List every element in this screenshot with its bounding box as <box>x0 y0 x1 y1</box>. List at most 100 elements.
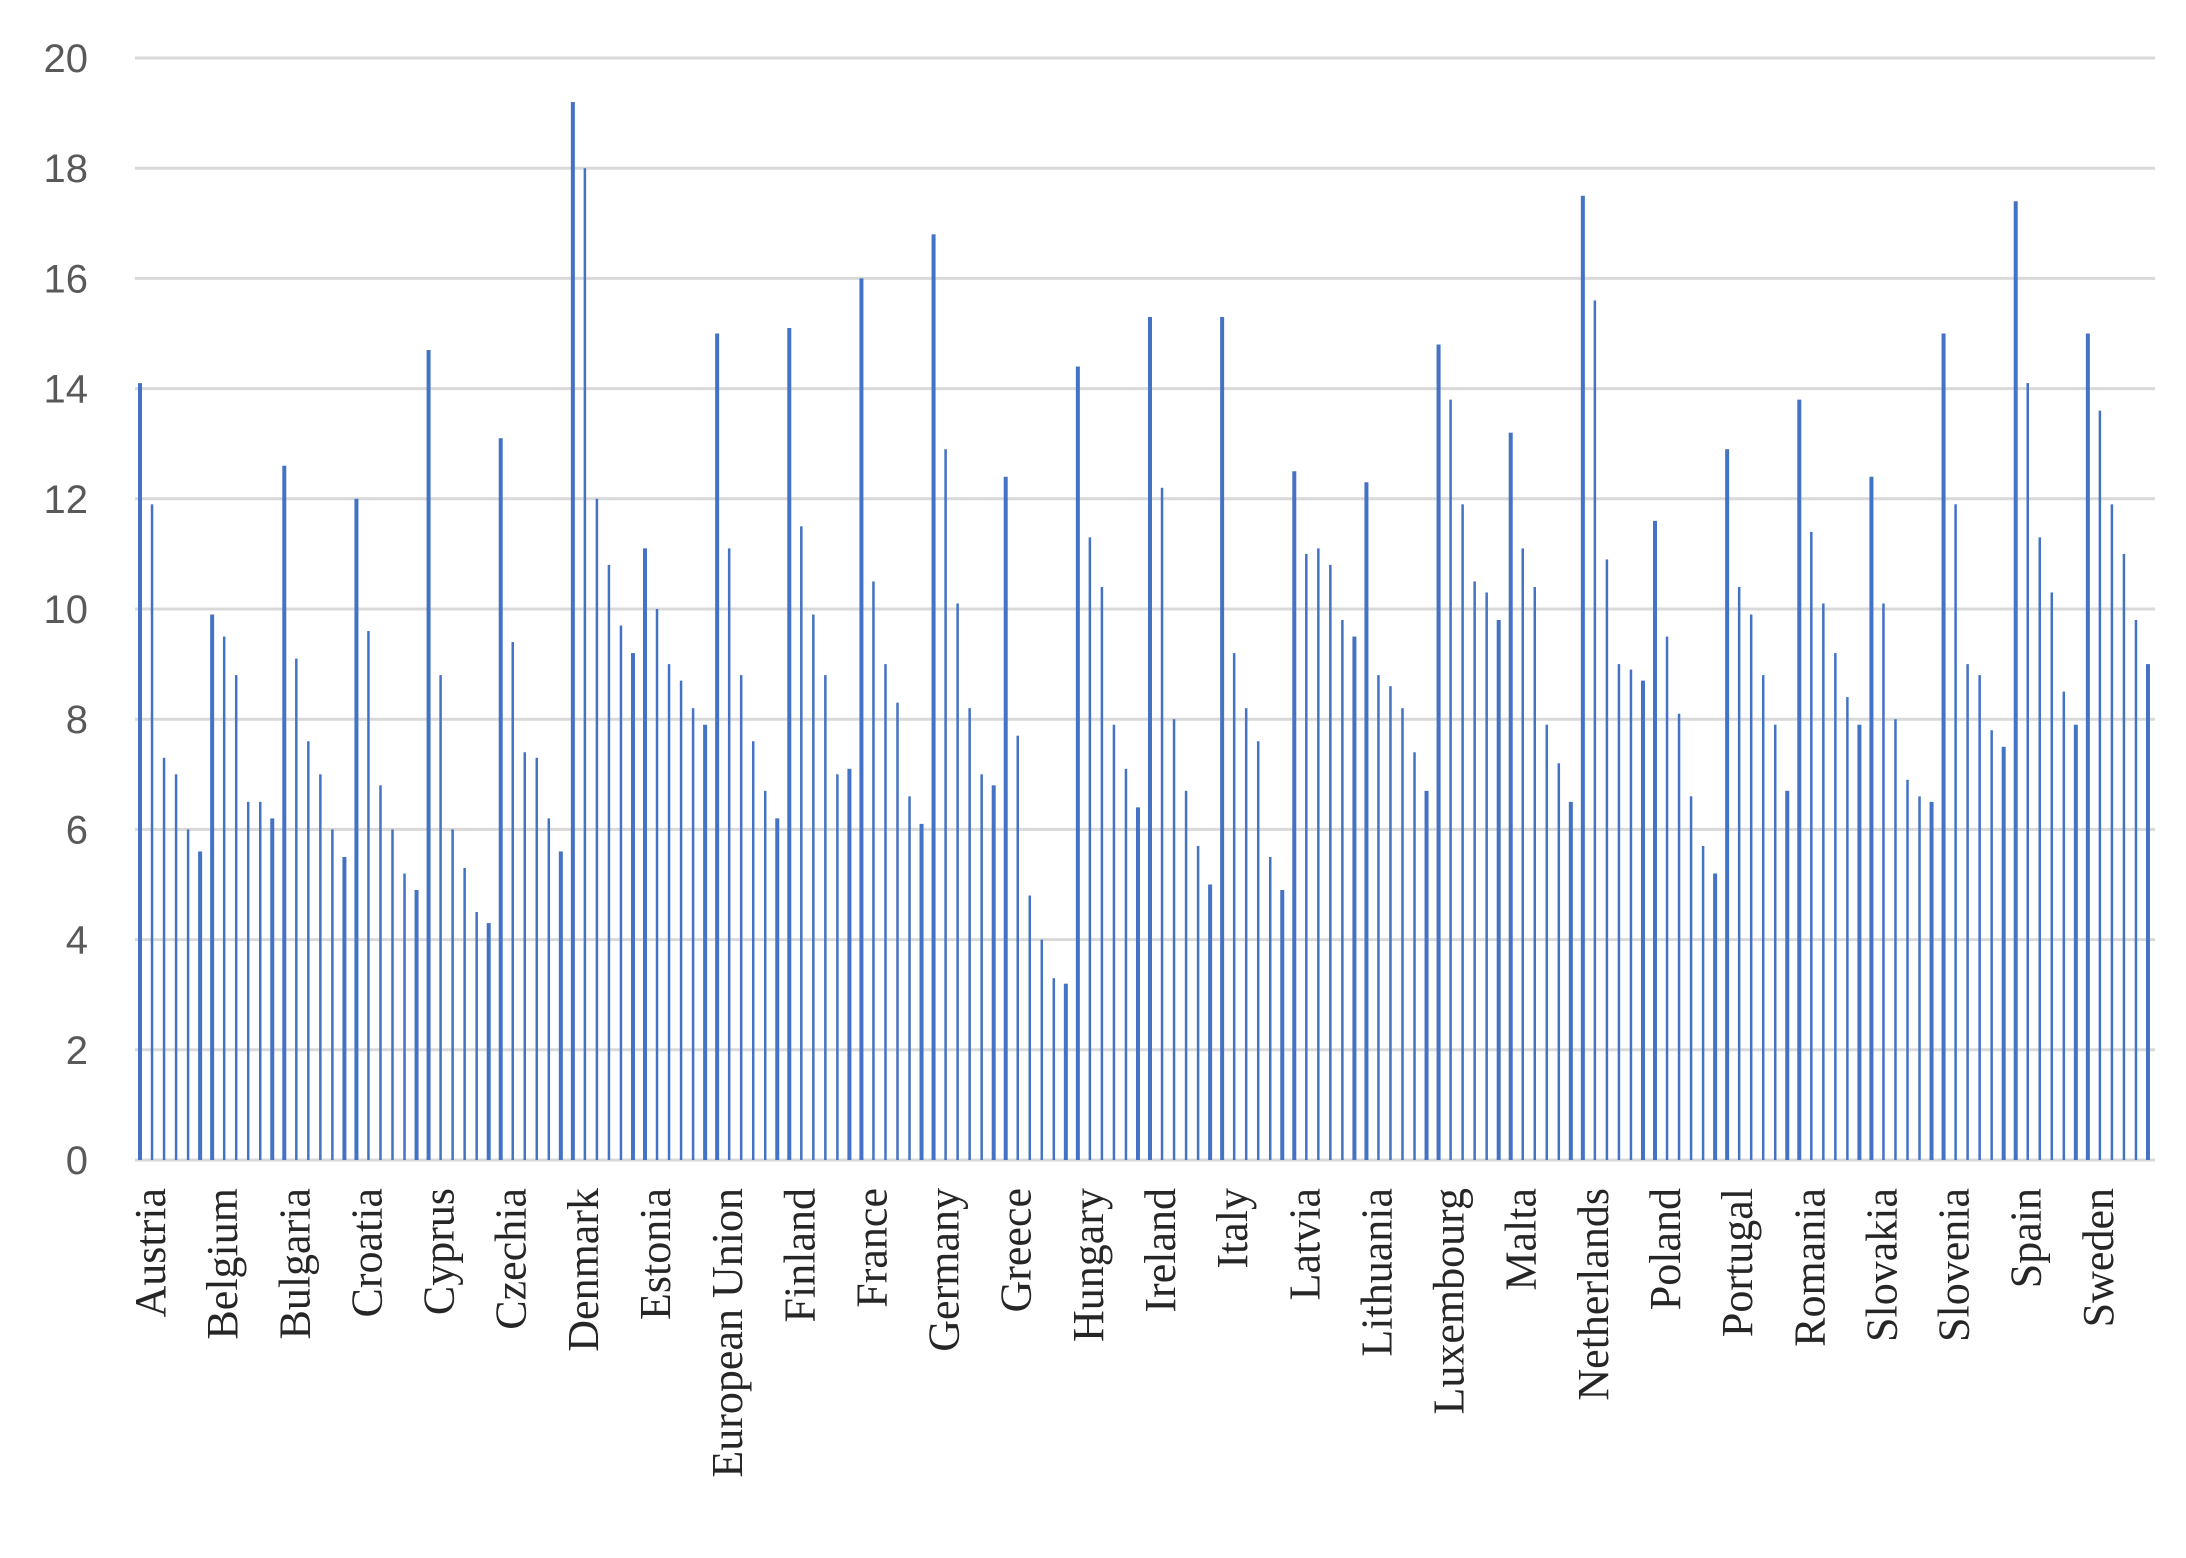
bar <box>1725 449 1730 1161</box>
bar <box>1052 978 1056 1160</box>
y-tick-label: 2 <box>66 1029 88 1073</box>
x-tick-label: Finland <box>775 1188 824 1322</box>
bar <box>1461 504 1464 1160</box>
bar <box>1568 801 1573 1160</box>
bar <box>307 741 310 1160</box>
x-tick-label: Lithuania <box>1352 1188 1401 1357</box>
bar <box>1028 895 1032 1160</box>
bar <box>727 548 731 1160</box>
bar <box>1640 680 1645 1160</box>
bar <box>331 829 334 1160</box>
y-tick-label: 4 <box>66 919 88 963</box>
bar <box>379 785 382 1160</box>
y-tick-label: 18 <box>44 147 89 191</box>
bar <box>1882 603 1885 1160</box>
x-tick-label: France <box>847 1188 896 1308</box>
bar <box>2145 664 2150 1160</box>
x-tick-label: Denmark <box>559 1188 608 1352</box>
bar <box>1389 686 1392 1160</box>
bar <box>463 867 466 1160</box>
bar <box>1521 548 1524 1160</box>
bar <box>944 449 947 1161</box>
bar <box>956 603 959 1160</box>
x-tick-label: Portugal <box>1713 1188 1762 1337</box>
bar <box>1305 553 1308 1160</box>
bar <box>162 757 166 1160</box>
bar <box>1857 724 1862 1160</box>
bar <box>1063 983 1068 1160</box>
bar <box>630 653 635 1160</box>
y-tick-label: 0 <box>66 1139 88 1183</box>
bar <box>570 102 575 1161</box>
bar <box>270 818 275 1160</box>
x-tick-label: Latvia <box>1280 1188 1329 1300</box>
bar <box>1737 586 1741 1160</box>
bar <box>1436 344 1441 1160</box>
bar <box>1677 713 1681 1160</box>
bar <box>1990 730 1993 1160</box>
x-tick-label: Luxembourg <box>1425 1188 1474 1415</box>
bar <box>800 526 803 1160</box>
bar <box>763 790 767 1160</box>
bar <box>391 829 394 1160</box>
bar <box>1629 669 1633 1160</box>
bar <box>1401 708 1404 1160</box>
bar <box>583 168 587 1160</box>
bar <box>1292 471 1297 1160</box>
x-tick-label: Greece <box>992 1188 1041 1313</box>
bar <box>1701 845 1705 1160</box>
x-tick-label: Bulgaria <box>270 1188 319 1340</box>
bar <box>1124 768 1128 1160</box>
bars <box>138 102 2150 1161</box>
bar <box>1617 664 1621 1160</box>
bar <box>222 636 226 1160</box>
bar <box>210 614 215 1160</box>
x-tick-label: Poland <box>1641 1188 1690 1310</box>
bar <box>751 741 755 1160</box>
bar <box>1016 735 1019 1160</box>
bar <box>295 658 298 1160</box>
x-tick-label: Slovakia <box>1857 1188 1906 1342</box>
bar <box>1869 476 1874 1160</box>
bar <box>1473 581 1476 1160</box>
y-tick-label: 14 <box>44 368 89 412</box>
bar <box>1785 790 1790 1160</box>
bar <box>1496 620 1501 1160</box>
bar <box>486 923 491 1160</box>
bar <box>2062 691 2066 1160</box>
bar <box>426 350 431 1160</box>
bar <box>787 327 792 1160</box>
bar <box>715 333 720 1160</box>
bar <box>2110 504 2114 1160</box>
bar <box>655 609 659 1160</box>
bar <box>403 873 406 1160</box>
bar <box>679 680 683 1160</box>
bar <box>824 675 827 1160</box>
bar <box>1508 432 1513 1160</box>
bar <box>1653 520 1657 1160</box>
y-tick-label: 6 <box>66 808 88 852</box>
y-tick-label: 16 <box>44 257 89 301</box>
x-tick-label: Slovenia <box>1930 1188 1979 1342</box>
bar <box>535 757 539 1160</box>
y-tick-label: 12 <box>44 478 89 522</box>
x-tick-label: Croatia <box>342 1188 391 1318</box>
bar <box>258 801 262 1160</box>
bar <box>1749 614 1753 1160</box>
bar <box>319 774 322 1160</box>
x-tick-label: Czechia <box>487 1188 536 1330</box>
bar <box>595 498 599 1160</box>
bar <box>775 818 780 1160</box>
y-tick-label: 10 <box>44 588 89 632</box>
bar <box>1906 779 1909 1160</box>
bar <box>523 752 527 1160</box>
bar <box>1533 586 1537 1160</box>
bar <box>558 851 563 1160</box>
x-tick-label: Hungary <box>1064 1188 1113 1342</box>
bar <box>1088 537 1092 1160</box>
bar <box>1244 708 1248 1160</box>
x-tick-label: Italy <box>1208 1188 1257 1269</box>
bar <box>1941 333 1946 1160</box>
bar <box>1605 559 1609 1160</box>
